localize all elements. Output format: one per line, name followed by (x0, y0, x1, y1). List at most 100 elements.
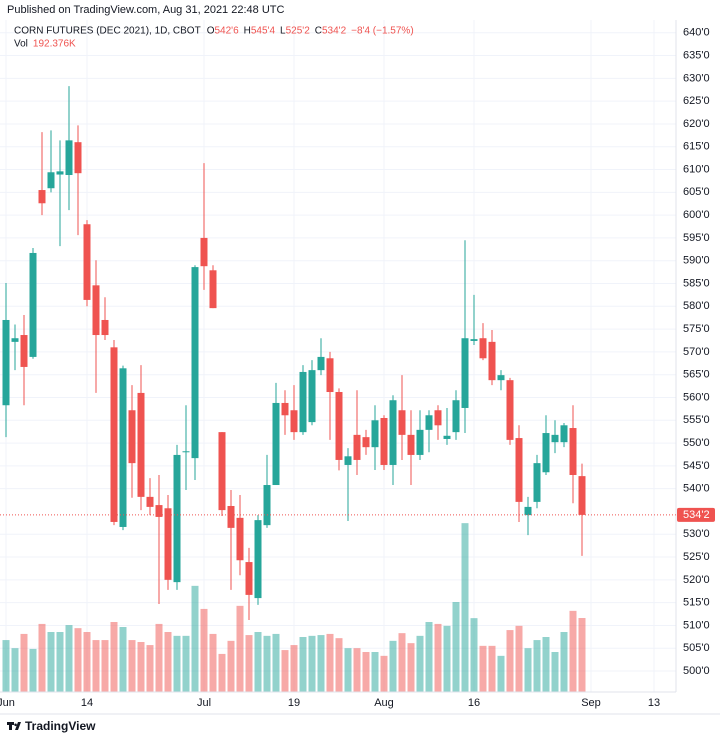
candle-body (335, 392, 343, 460)
x-tick-label: Aug (374, 697, 394, 709)
published-note: Published on TradingView.com, Aug 31, 20… (7, 4, 284, 16)
y-tick-label: 600'0 (683, 209, 710, 221)
volume-bar (119, 627, 127, 692)
legend-value: 525'2 (286, 26, 311, 37)
candle-body (416, 429, 424, 455)
volume-bar (380, 655, 388, 692)
legend-key: L (280, 26, 286, 37)
plot-area (0, 20, 676, 692)
volume-bar (209, 633, 217, 692)
y-tick-label: 630'0 (683, 72, 710, 84)
last-price-label: 534'2 (683, 509, 710, 521)
volume-bar (335, 638, 343, 692)
volume-bar (65, 625, 73, 692)
volume-bar (542, 637, 550, 692)
legend-key: O (207, 26, 215, 37)
candle-body (470, 339, 478, 341)
volume-bar (425, 622, 433, 692)
y-tick-label: 640'0 (683, 27, 710, 39)
y-tick-label: 500'0 (683, 665, 710, 677)
candle-body (119, 368, 127, 527)
volume-bar (533, 640, 541, 692)
candle-body (20, 335, 28, 367)
volume-bar (29, 648, 37, 692)
volume-bar (263, 635, 271, 692)
candle-body (137, 392, 145, 497)
candle-body (389, 400, 397, 465)
candle-body (407, 434, 415, 455)
y-tick-label: 610'0 (683, 163, 710, 175)
candle-body (272, 402, 280, 486)
y-tick-label: 555'0 (683, 414, 710, 426)
logo-mark (7, 722, 21, 730)
candle-body (542, 433, 550, 473)
candle-body (29, 252, 37, 357)
candle-body (515, 438, 523, 502)
volume-bar (56, 632, 64, 692)
y-tick-label: 525'0 (683, 551, 710, 563)
candle-body (461, 338, 469, 408)
volume-bar (146, 645, 154, 692)
candle-body (56, 171, 64, 175)
legend-key: C (315, 26, 322, 37)
y-tick-label: 505'0 (683, 642, 710, 654)
y-tick-label: 590'0 (683, 255, 710, 267)
candle-body (479, 338, 487, 359)
candle-body (353, 434, 361, 460)
volume-bar (20, 633, 28, 692)
candle-body (47, 172, 55, 189)
volume-bar (182, 635, 190, 692)
volume-bar (128, 640, 136, 692)
last-price-tag (677, 507, 715, 522)
candle-body (191, 267, 199, 459)
candle-body (488, 341, 496, 381)
candle-body (326, 358, 334, 393)
candle-body (371, 420, 379, 448)
volume-bar (92, 640, 100, 692)
candle-body (533, 463, 541, 502)
candle-body (497, 375, 505, 381)
candle-body (146, 496, 154, 507)
candle-body (434, 410, 442, 426)
x-tick-label: Jun (0, 697, 15, 709)
volume-bar (479, 645, 487, 692)
y-tick-label: 550'0 (683, 437, 710, 449)
y-tick-label: 625'0 (683, 95, 710, 107)
x-tick-label: 14 (81, 697, 93, 709)
y-tick-label: 580'0 (683, 300, 710, 312)
volume-bar (398, 633, 406, 692)
y-tick-label: 615'0 (683, 141, 710, 153)
candle-body (344, 456, 352, 465)
volume-bar (191, 585, 199, 692)
brand-logo (7, 722, 21, 730)
volume-bar (101, 640, 109, 692)
volume-key: Vol (14, 39, 28, 50)
volume-bar (443, 625, 451, 692)
candle-body (299, 371, 307, 433)
candle-body (74, 142, 82, 174)
volume-bar (218, 653, 226, 692)
volume-bar (416, 635, 424, 692)
volume-bar (389, 640, 397, 692)
volume-bar (344, 648, 352, 692)
candle-body (173, 454, 181, 583)
x-tick-label: Sep (581, 697, 601, 709)
volume-bar (83, 632, 91, 692)
candle-body (155, 505, 163, 517)
volume-bar (47, 632, 55, 692)
volume-bar (506, 630, 514, 692)
volume-bar (434, 623, 442, 692)
volume-bar (164, 632, 172, 692)
y-tick-label: 605'0 (683, 186, 710, 198)
volume-bar (137, 642, 145, 692)
volume-bar (110, 622, 118, 692)
volume-bar (308, 635, 316, 692)
candle-body (443, 435, 451, 439)
volume-bar (299, 637, 307, 692)
volume-bar (317, 635, 325, 692)
volume-bar (38, 623, 46, 692)
candle-body (380, 418, 388, 465)
candle-body (308, 370, 316, 423)
x-tick-label: Jul (197, 697, 211, 709)
